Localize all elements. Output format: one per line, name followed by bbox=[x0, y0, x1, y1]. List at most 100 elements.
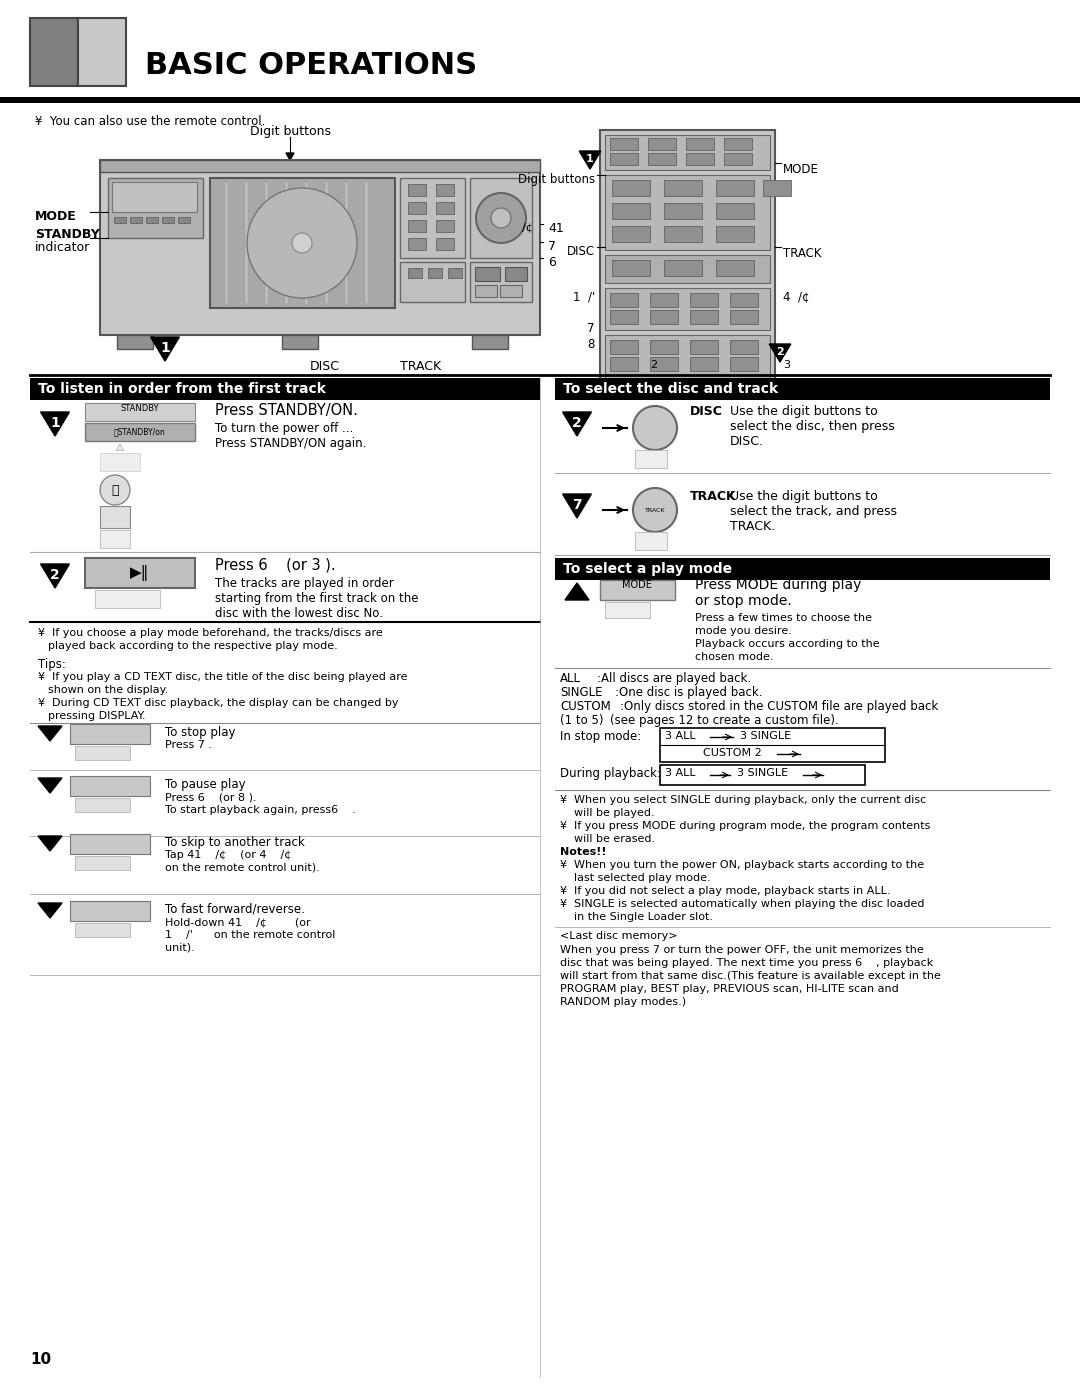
Bar bbox=[610, 358, 638, 372]
Bar bbox=[664, 203, 702, 219]
Bar bbox=[30, 18, 78, 87]
Bar bbox=[436, 219, 454, 232]
Bar bbox=[408, 219, 426, 232]
Bar bbox=[690, 310, 718, 324]
Bar bbox=[108, 177, 203, 237]
Text: RANDOM play modes.): RANDOM play modes.) bbox=[561, 997, 686, 1007]
Bar bbox=[117, 335, 153, 349]
Bar bbox=[686, 138, 714, 149]
Polygon shape bbox=[579, 151, 600, 169]
Bar bbox=[475, 267, 500, 281]
Text: ¥  If you play a CD TEXT disc, the title of the disc being played are: ¥ If you play a CD TEXT disc, the title … bbox=[38, 672, 407, 682]
Text: Use the digit buttons to: Use the digit buttons to bbox=[730, 405, 878, 418]
Bar bbox=[85, 402, 195, 420]
Bar bbox=[100, 506, 130, 528]
Bar bbox=[650, 310, 678, 324]
Text: MODE: MODE bbox=[783, 163, 819, 176]
Bar bbox=[130, 217, 141, 224]
Text: 1: 1 bbox=[160, 341, 170, 355]
Text: 2: 2 bbox=[777, 348, 784, 358]
Bar bbox=[500, 285, 522, 298]
Bar bbox=[146, 217, 158, 224]
Text: Digit buttons: Digit buttons bbox=[518, 173, 595, 186]
Bar bbox=[100, 161, 540, 172]
Bar bbox=[690, 293, 718, 307]
Bar bbox=[650, 293, 678, 307]
Text: disc with the lowest disc No.: disc with the lowest disc No. bbox=[215, 608, 383, 620]
Bar bbox=[610, 138, 638, 149]
Text: 10: 10 bbox=[30, 1352, 51, 1368]
Text: chosen mode.: chosen mode. bbox=[696, 652, 773, 662]
Text: starting from the first track on the: starting from the first track on the bbox=[215, 592, 419, 605]
Bar bbox=[70, 724, 150, 745]
Text: 3 SINGLE: 3 SINGLE bbox=[740, 731, 792, 740]
Bar bbox=[100, 529, 130, 548]
Text: DISC: DISC bbox=[310, 360, 340, 373]
Bar bbox=[660, 728, 885, 761]
Bar bbox=[0, 96, 1080, 103]
Text: :One disc is played back.: :One disc is played back. bbox=[615, 686, 762, 698]
Bar bbox=[664, 226, 702, 242]
Text: 1: 1 bbox=[586, 155, 594, 165]
Text: MODE: MODE bbox=[35, 210, 77, 224]
Text: 3 SINGLE: 3 SINGLE bbox=[737, 768, 788, 778]
Text: played back according to the respective play mode.: played back according to the respective … bbox=[48, 641, 338, 651]
Text: TRACK: TRACK bbox=[690, 490, 737, 503]
Polygon shape bbox=[286, 154, 294, 161]
Bar bbox=[648, 154, 676, 165]
Text: /¢: /¢ bbox=[522, 222, 532, 232]
Text: During playback:: During playback: bbox=[561, 767, 661, 780]
Bar bbox=[612, 180, 650, 196]
Bar bbox=[325, 182, 328, 305]
Text: Playback occurs according to the: Playback occurs according to the bbox=[696, 638, 879, 650]
Polygon shape bbox=[41, 564, 69, 588]
Text: 1    /'      on the remote control: 1 /' on the remote control bbox=[165, 930, 336, 940]
Text: Press STANDBY/ON again.: Press STANDBY/ON again. bbox=[215, 437, 366, 450]
Text: ⓟ: ⓟ bbox=[111, 483, 119, 496]
Bar bbox=[610, 310, 638, 324]
Bar bbox=[555, 379, 1050, 400]
Text: (1 to 5): (1 to 5) bbox=[561, 714, 604, 726]
Bar bbox=[648, 138, 676, 149]
Bar bbox=[70, 834, 150, 854]
Bar bbox=[475, 285, 497, 298]
Bar bbox=[162, 217, 174, 224]
Bar bbox=[605, 602, 650, 617]
Bar bbox=[95, 590, 160, 608]
Polygon shape bbox=[563, 412, 592, 436]
Text: TRACK: TRACK bbox=[783, 247, 822, 260]
Text: ⓈSTANDBY/on: ⓈSTANDBY/on bbox=[114, 427, 166, 436]
Bar bbox=[605, 335, 770, 380]
Text: ¥  When you select SINGLE during playback, only the current disc: ¥ When you select SINGLE during playback… bbox=[561, 795, 927, 805]
Polygon shape bbox=[769, 344, 791, 362]
Text: To turn the power off ...: To turn the power off ... bbox=[215, 422, 353, 434]
Bar bbox=[282, 335, 318, 349]
Bar bbox=[285, 182, 288, 305]
Text: DISC: DISC bbox=[567, 244, 595, 258]
Bar bbox=[724, 154, 752, 165]
Bar bbox=[245, 182, 248, 305]
Text: When you press 7 or turn the power OFF, the unit memorizes the: When you press 7 or turn the power OFF, … bbox=[561, 944, 923, 956]
Text: indicator: indicator bbox=[35, 242, 91, 254]
Text: 3 ALL: 3 ALL bbox=[665, 768, 696, 778]
Bar bbox=[100, 161, 540, 335]
Text: TRACK.: TRACK. bbox=[730, 520, 775, 534]
Text: BASIC OPERATIONS: BASIC OPERATIONS bbox=[145, 50, 477, 80]
Bar bbox=[85, 557, 195, 588]
Bar bbox=[555, 557, 1050, 580]
Bar bbox=[75, 923, 130, 937]
Bar bbox=[612, 203, 650, 219]
Bar bbox=[470, 263, 532, 302]
Text: To stop play: To stop play bbox=[165, 726, 235, 739]
Circle shape bbox=[633, 407, 677, 450]
Circle shape bbox=[247, 189, 357, 298]
Text: To listen in order from the first track: To listen in order from the first track bbox=[38, 381, 326, 395]
Text: (see pages 12 to create a custom file).: (see pages 12 to create a custom file). bbox=[610, 714, 839, 726]
Bar bbox=[716, 226, 754, 242]
Text: :Only discs stored in the CUSTOM file are played back: :Only discs stored in the CUSTOM file ar… bbox=[620, 700, 939, 712]
Polygon shape bbox=[38, 902, 62, 918]
Text: DISC: DISC bbox=[690, 405, 723, 418]
Text: CUSTOM: CUSTOM bbox=[561, 700, 611, 712]
Bar bbox=[724, 138, 752, 149]
Text: To select a play mode: To select a play mode bbox=[563, 562, 732, 576]
